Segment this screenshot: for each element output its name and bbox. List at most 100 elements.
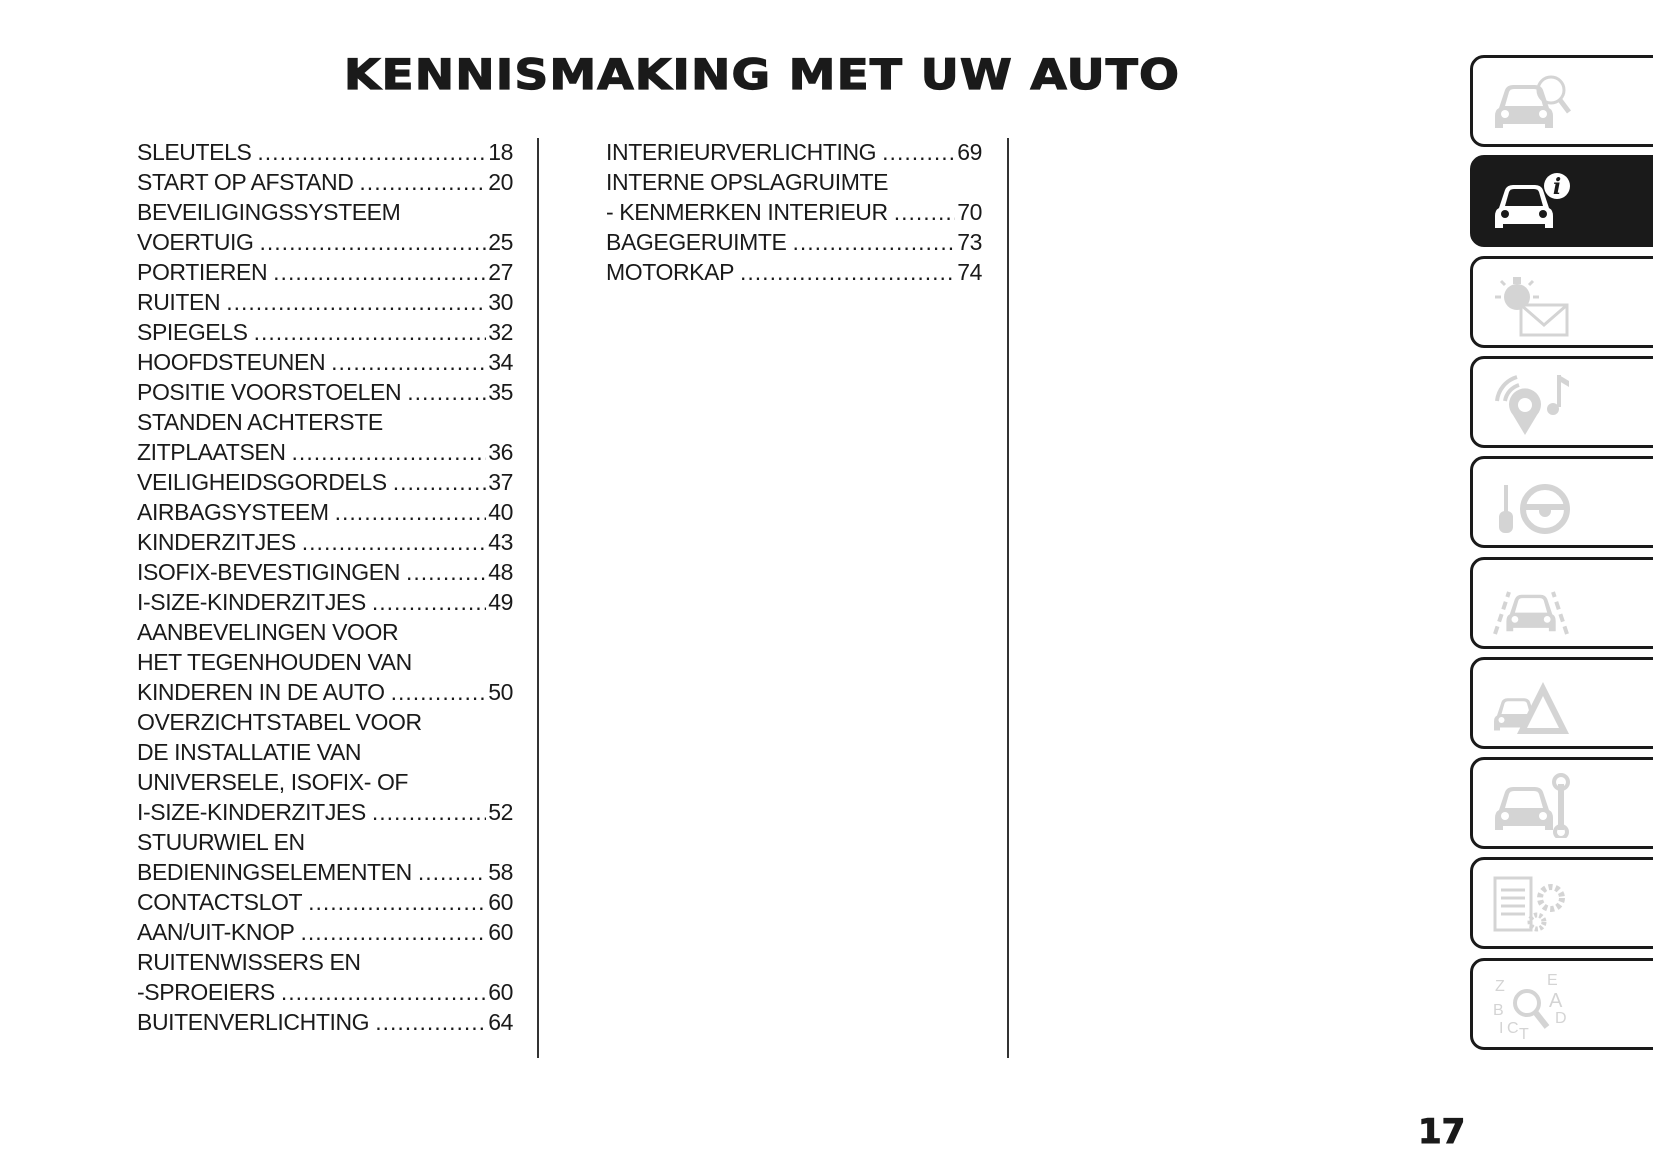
dot-leader (308, 887, 486, 917)
toc-entry-title: START OP AFSTAND (137, 169, 354, 195)
toc-entry-line: RUITEN 30 (137, 287, 513, 317)
toc-entry-title: OVERZICHTSTABEL VOOR (137, 709, 422, 735)
section-tab[interactable] (1470, 255, 1653, 348)
toc-entry-title: ISOFIX-BEVESTIGINGEN (137, 559, 400, 585)
toc-entry[interactable]: OVERZICHTSTABEL VOOR DE INSTALLATIE VAN UN… (137, 707, 513, 827)
toc-entry[interactable]: SLEUTELS 18 (137, 137, 513, 167)
toc-entry-title: MOTORKAP (606, 259, 735, 285)
toc-entry-page: 73 (957, 229, 982, 255)
toc-entry[interactable]: ISOFIX-BEVESTIGINGEN 48 (137, 557, 513, 587)
toc-entry[interactable]: AIRBAGSYSTEEM 40 (137, 497, 513, 527)
svg-text:E: E (1547, 973, 1558, 989)
toc-entry[interactable]: STUURWIEL EN BEDIENINGSELEMENTEN 58 (137, 827, 513, 887)
toc-entry[interactable]: STANDEN ACHTERSTE ZITPLAATSEN 36 (137, 407, 513, 467)
section-tab[interactable] (1470, 757, 1653, 850)
alphabetical-index-icon: Z EA B D I C T (1493, 973, 1567, 1039)
toc-entry-title: -SPROEIERS (137, 979, 275, 1005)
toc-entry-line: HOOFDSTEUNEN 34 (137, 347, 513, 377)
toc-entry-page: 60 (488, 919, 513, 945)
toc-entry-title: I-SIZE-KINDERZITJES (137, 799, 366, 825)
toc-entry[interactable]: POSITIE VOORSTOELEN 35 (137, 377, 513, 407)
toc-entry-title: AANBEVELINGEN VOOR (137, 619, 399, 645)
toc-entry-title: VOERTUIG (137, 229, 254, 255)
toc-entry-title: RUITENWISSERS EN (137, 949, 361, 975)
toc-entry-title: BEVEILIGINGSSYSTEEM (137, 199, 401, 225)
page-number: 17 (1417, 1112, 1466, 1153)
toc-entry-title: RUITEN (137, 289, 221, 315)
toc-entry-title: ZITPLAATSEN (137, 439, 286, 465)
toc-entry-title: SPIEGELS (137, 319, 248, 345)
toc-entry[interactable]: CONTACTSLOT 60 (137, 887, 513, 917)
toc-entry-title: UNIVERSELE, ISOFIX- OF (137, 769, 409, 795)
toc-entry[interactable]: BEVEILIGINGSSYSTEEM VOERTUIG 25 (137, 197, 513, 257)
dot-leader (391, 677, 487, 707)
toc-entry[interactable]: PORTIEREN 27 (137, 257, 513, 287)
driver-assist-car-lanes-icon (1493, 590, 1569, 635)
toc-entry-title: BAGEGERUIMTE (606, 229, 787, 255)
toc-entry-title: INTERIEURVERLICHTING (606, 139, 877, 165)
dot-leader (302, 527, 486, 557)
section-tab[interactable] (1470, 857, 1653, 950)
toc-entry-page: 50 (488, 679, 513, 705)
toc-entry[interactable]: START OP AFSTAND 20 (137, 167, 513, 197)
column-divider (537, 138, 539, 1058)
toc-entry-line: INTERNE OPSLAGRUIMTE (606, 167, 982, 197)
toc-entry-page: 69 (957, 139, 982, 165)
toc-entry[interactable]: BUITENVERLICHTING 64 (137, 1007, 513, 1037)
toc-entry-title: BEDIENINGSELEMENTEN (137, 859, 412, 885)
svg-text:D: D (1555, 1010, 1567, 1027)
toc-entry-title: DE INSTALLATIE VAN (137, 739, 362, 765)
section-tab[interactable]: i (1470, 155, 1653, 248)
toc-entry-line: AANBEVELINGEN VOOR (137, 617, 513, 647)
section-tab[interactable] (1470, 556, 1653, 649)
dot-leader (292, 437, 487, 467)
toc-entry-line: START OP AFSTAND 20 (137, 167, 513, 197)
svg-text:A: A (1549, 990, 1563, 1012)
specifications-gears-icon (1493, 876, 1565, 932)
toc-entry[interactable]: BAGEGERUIMTE 73 (606, 227, 982, 257)
toc-entry[interactable]: INTERIEURVERLICHTING 69 (606, 137, 982, 167)
toc-entry-line: MOTORKAP 74 (606, 257, 982, 287)
toc-entry-page: 18 (488, 139, 513, 165)
toc-entry[interactable]: I-SIZE-KINDERZITJES 49 (137, 587, 513, 617)
toc-entry[interactable]: KINDERZITJES 43 (137, 527, 513, 557)
dot-leader (359, 167, 486, 197)
dot-leader (372, 587, 486, 617)
toc-entry-line: VOERTUIG 25 (137, 227, 513, 257)
toc-entry-line: BEVEILIGINGSSYSTEEM (137, 197, 513, 227)
toc-entry-page: 37 (488, 469, 513, 495)
dot-leader (257, 137, 486, 167)
toc-entry-title: AAN/UIT-KNOP (137, 919, 295, 945)
toc-entry-line: ISOFIX-BEVESTIGINGEN 48 (137, 557, 513, 587)
toc-entry[interactable]: INTERNE OPSLAGRUIMTE - KENMERKEN INTERIEU… (606, 167, 982, 227)
toc-entry[interactable]: SPIEGELS 32 (137, 317, 513, 347)
toc-entry[interactable]: AANBEVELINGEN VOOR HET TEGENHOUDEN VAN KIN… (137, 617, 513, 707)
dot-leader (406, 557, 486, 587)
dot-leader (260, 227, 487, 257)
toc-entry-page: 20 (488, 169, 513, 195)
section-tab[interactable] (1470, 456, 1653, 549)
toc-entry-page: 60 (488, 889, 513, 915)
car-info-icon: i (1495, 173, 1570, 229)
toc-entry[interactable]: RUITEN 30 (137, 287, 513, 317)
toc-entry[interactable]: MOTORKAP 74 (606, 257, 982, 287)
toc-entry-title: KINDERZITJES (137, 529, 296, 555)
dot-leader (894, 197, 956, 227)
toc-entry-page: 43 (488, 529, 513, 555)
toc-entry[interactable]: VEILIGHEIDSGORDELS 37 (137, 467, 513, 497)
toc-entry[interactable]: RUITENWISSERS EN -SPROEIERS 60 (137, 947, 513, 1007)
section-tab[interactable] (1470, 55, 1653, 147)
section-tab[interactable] (1470, 355, 1653, 448)
toc-entry-line: CONTACTSLOT 60 (137, 887, 513, 917)
section-tab[interactable] (1470, 656, 1653, 749)
toc-entry-line: STUURWIEL EN (137, 827, 513, 857)
toc-entry-title: CONTACTSLOT (137, 889, 303, 915)
toc-entry-title: - KENMERKEN INTERIEUR (606, 199, 888, 225)
toc-entry-title: PORTIEREN (137, 259, 268, 285)
multimedia-location-music-icon (1495, 374, 1569, 435)
toc-entry[interactable]: HOOFDSTEUNEN 34 (137, 347, 513, 377)
toc-entry-page: 34 (488, 349, 513, 375)
toc-entry-page: 74 (957, 259, 982, 285)
toc-entry[interactable]: AAN/UIT-KNOP 60 (137, 917, 513, 947)
